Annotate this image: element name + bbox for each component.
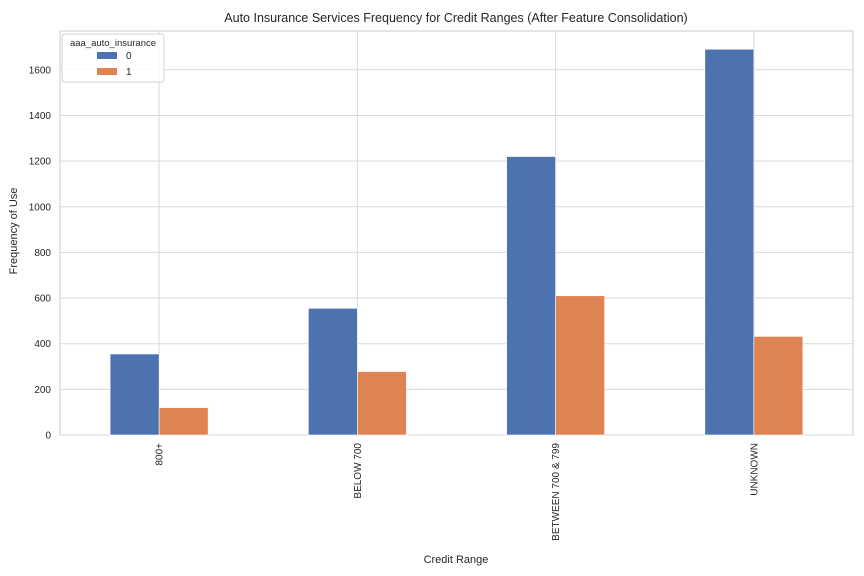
bar-series-0-3 xyxy=(704,48,755,436)
y-tick-label: 600 xyxy=(34,294,51,305)
bar-series-0-2 xyxy=(506,156,556,436)
legend: aaa_auto_insurance 0 1 xyxy=(61,33,165,83)
y-tick-label: 0 xyxy=(45,431,51,442)
legend-label-0: 0 xyxy=(126,51,132,62)
bar-series-1-1 xyxy=(357,371,407,436)
chart-title: Auto Insurance Services Frequency for Cr… xyxy=(224,11,687,25)
x-tick-label: 800+ xyxy=(155,443,166,466)
y-tick-label: 200 xyxy=(34,385,51,396)
x-tick-label: UNKNOWN xyxy=(749,443,760,496)
bar-series-1-3 xyxy=(753,336,804,436)
y-tick-labels: 0 200 400 600 800 1000 1200 1400 1600 xyxy=(29,65,52,441)
y-axis-label: Frequency of Use xyxy=(8,188,20,275)
y-tick-label: 1400 xyxy=(29,111,52,122)
x-tick-labels: 800+ BELOW 700 BETWEEN 700 & 799 UNKNOWN xyxy=(155,443,761,541)
y-tick-label: 400 xyxy=(34,339,51,350)
x-tick-label: BELOW 700 xyxy=(353,443,364,499)
bar-series-0-0 xyxy=(109,353,160,436)
y-tick-label: 1200 xyxy=(29,157,52,168)
bar-series-0-1 xyxy=(308,308,358,436)
legend-swatch-0 xyxy=(97,52,117,59)
legend-swatch-1 xyxy=(97,68,117,75)
x-axis-label: Credit Range xyxy=(424,554,489,566)
y-tick-label: 1600 xyxy=(29,65,52,76)
y-tick-label: 800 xyxy=(34,248,51,259)
bars xyxy=(109,48,804,436)
bar-series-1-0 xyxy=(158,407,209,436)
bar-series-1-2 xyxy=(555,295,605,436)
y-tick-label: 1000 xyxy=(29,202,52,213)
legend-title: aaa_auto_insurance xyxy=(70,38,156,49)
legend-label-1: 1 xyxy=(126,67,132,78)
x-tick-label: BETWEEN 700 & 799 xyxy=(551,443,562,541)
